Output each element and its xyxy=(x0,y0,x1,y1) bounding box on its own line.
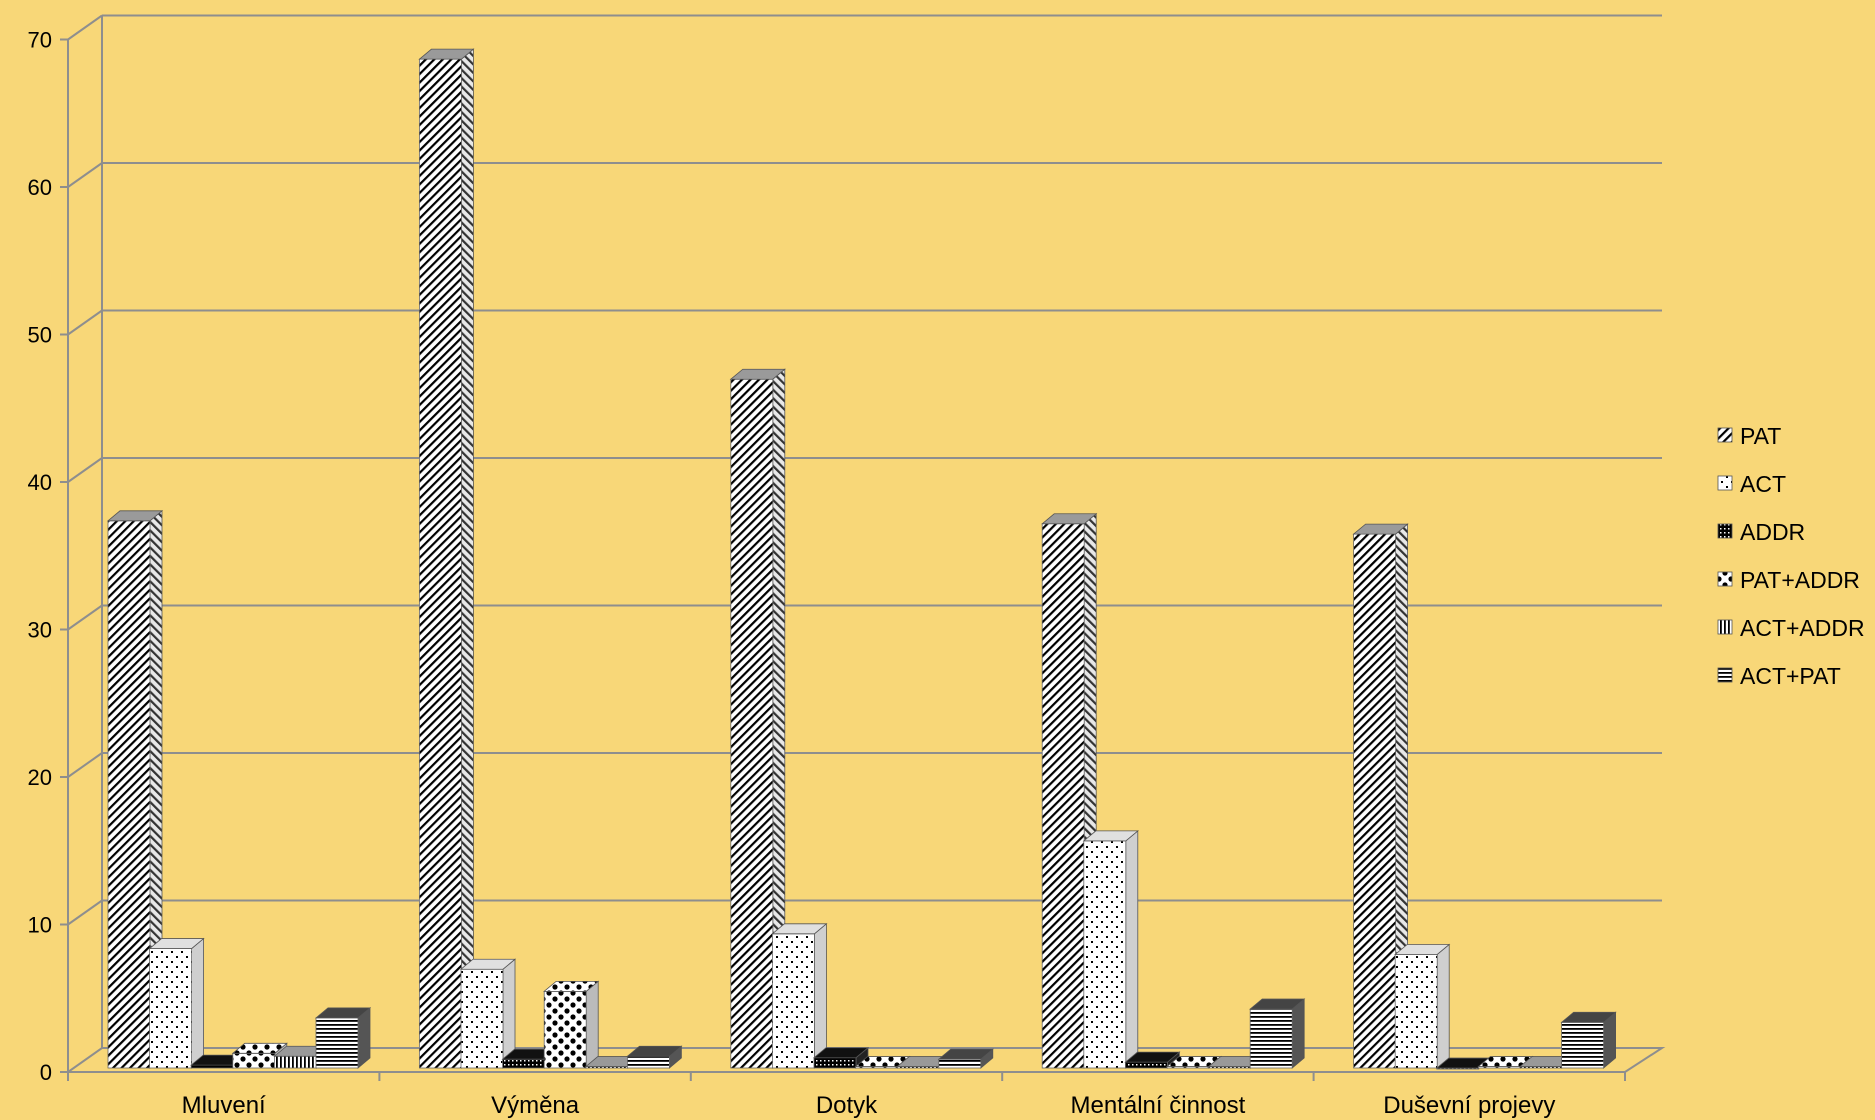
bar xyxy=(106,509,164,1069)
gridlines xyxy=(67,14,1662,926)
y-tick-label: 50 xyxy=(28,323,52,348)
bar xyxy=(1394,943,1451,1069)
y-tick-label: 70 xyxy=(28,28,52,53)
gridline xyxy=(67,457,1662,483)
floor xyxy=(64,1047,1666,1073)
legend-item: ACT+ADDR xyxy=(1717,615,1865,641)
bar xyxy=(314,1007,372,1069)
axes xyxy=(60,15,1666,1081)
axis-labels: 0 10 20 30 40 50 60 70 Mluvení Výměna Dotyk Mentáln… xyxy=(28,28,1556,1120)
bar xyxy=(937,1048,994,1069)
legend-swatch xyxy=(1717,427,1733,443)
x-category-label: Mentální činnost xyxy=(1071,1092,1246,1119)
gridline xyxy=(67,752,1662,778)
bar xyxy=(626,1045,683,1069)
legend: PAT ACT ADDR PAT+ADDR ACT+ADDR ACT+PAT xyxy=(1717,423,1865,689)
y-tick-label: 20 xyxy=(28,765,52,790)
bar xyxy=(148,937,205,1069)
legend-item: PAT xyxy=(1717,423,1781,449)
bar xyxy=(1249,998,1306,1069)
legend-swatch xyxy=(1717,475,1733,491)
bar xyxy=(771,922,828,1069)
legend-swatch xyxy=(1717,571,1733,587)
bars xyxy=(106,48,1617,1070)
legend-item: ACT xyxy=(1717,471,1786,497)
bar xyxy=(729,368,786,1069)
y-tick-label: 60 xyxy=(28,175,52,200)
legend-label: PAT xyxy=(1740,423,1781,449)
x-category-label: Výměna xyxy=(491,1092,580,1119)
gridline xyxy=(67,14,1662,41)
legend-label: ACT xyxy=(1740,471,1786,497)
gridline xyxy=(67,899,1662,926)
legend-swatch xyxy=(1717,523,1733,539)
bar xyxy=(1352,523,1409,1069)
x-category-label: Duševní projevy xyxy=(1383,1092,1555,1119)
y-tick-label: 40 xyxy=(28,470,52,495)
bar xyxy=(459,958,517,1069)
gridline xyxy=(67,604,1662,631)
y-tick-label: 30 xyxy=(28,618,52,643)
legend-swatch xyxy=(1717,667,1733,683)
legend-item: ACT+PAT xyxy=(1717,663,1841,689)
legend-label: PAT+ADDR xyxy=(1740,567,1860,593)
x-category-label: Mluvení xyxy=(182,1092,266,1119)
bar xyxy=(812,1046,870,1069)
x-category-label: Dotyk xyxy=(816,1092,878,1119)
legend-item: ADDR xyxy=(1717,519,1805,545)
bar xyxy=(1560,1011,1617,1069)
bar xyxy=(1082,830,1139,1069)
legend-label: ACT+ADDR xyxy=(1740,615,1865,641)
legend-swatch xyxy=(1717,619,1733,635)
legend-label: ACT+PAT xyxy=(1740,663,1841,689)
bar xyxy=(543,980,600,1069)
gridline xyxy=(67,162,1662,188)
legend-item: PAT+ADDR xyxy=(1717,567,1860,593)
bar xyxy=(418,48,475,1069)
legend-label: ADDR xyxy=(1740,519,1805,545)
y-tick-label: 10 xyxy=(28,913,52,938)
gridline xyxy=(67,309,1662,336)
y-tick-label: 0 xyxy=(40,1060,52,1085)
bar xyxy=(1041,512,1098,1069)
